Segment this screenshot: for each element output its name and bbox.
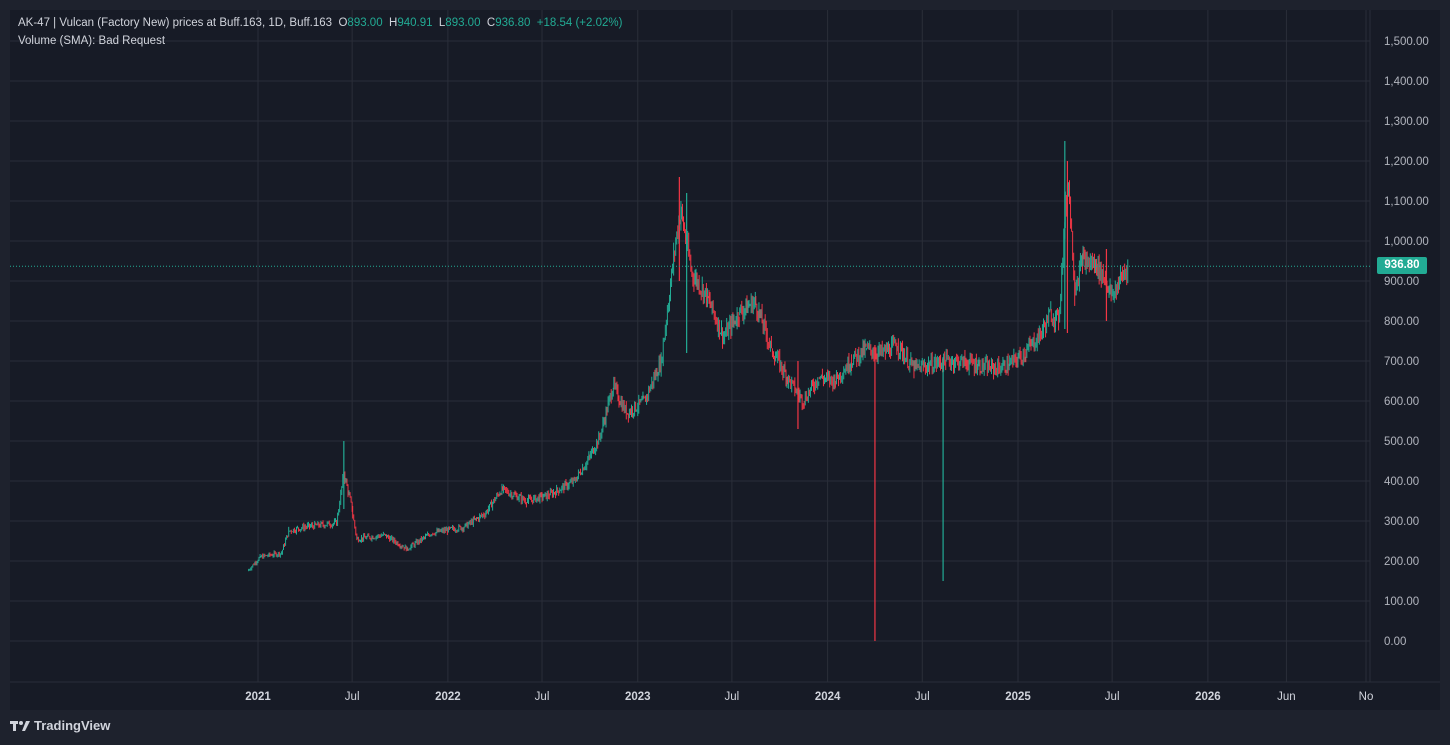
y-tick-label: 1,200.00: [1384, 156, 1429, 168]
x-tick-label: Jul: [535, 691, 550, 703]
current-price-tag: 936.80: [1377, 257, 1427, 275]
y-tick-label: 700.00: [1384, 356, 1419, 368]
legend-open-label: O: [338, 17, 348, 29]
x-tick-label: 2023: [625, 691, 651, 703]
y-tick-label: 300.00: [1384, 516, 1419, 528]
x-tick-label: Jul: [1105, 691, 1120, 703]
tradingview-brand[interactable]: TradingView: [10, 718, 110, 733]
legend-low: 893.00: [445, 17, 481, 29]
y-tick-label: 600.00: [1384, 396, 1419, 408]
y-tick-label: 1,300.00: [1384, 116, 1429, 128]
y-tick-label: 1,400.00: [1384, 76, 1429, 88]
y-tick-label: 1,500.00: [1384, 36, 1429, 48]
y-tick-label: 400.00: [1384, 476, 1419, 488]
legend-close-label: C: [486, 17, 496, 29]
x-tick-label: 2025: [1005, 691, 1031, 703]
x-tick-label: Jul: [725, 691, 740, 703]
tradingview-logo-icon: [10, 719, 30, 733]
y-tick-label: 100.00: [1384, 596, 1419, 608]
legend-change: +18.54 (+2.02%): [536, 17, 623, 29]
legend-close: 936.80: [495, 17, 531, 29]
x-tick-label: Jul: [915, 691, 930, 703]
x-tick-label: 2026: [1195, 691, 1221, 703]
x-tick-label: 2022: [435, 691, 461, 703]
y-tick-label: 0.00: [1384, 636, 1406, 648]
brand-label: TradingView: [34, 718, 111, 733]
chart-legend: AK-47 | Vulcan (Factory New) prices at B…: [18, 17, 622, 29]
x-tick-label: 2021: [245, 691, 271, 703]
legend-high-label: H: [389, 17, 398, 29]
y-tick-label: 1,100.00: [1384, 196, 1429, 208]
y-tick-label: 800.00: [1384, 316, 1419, 328]
x-tick-label: Jun: [1277, 691, 1296, 703]
price-chart[interactable]: 0.00 100.00 200.00 300.00 400.00 500.00 600.00…: [10, 10, 1440, 710]
legend-title: AK-47 | Vulcan (Factory New) prices at B…: [18, 17, 333, 29]
y-tick-label: 900.00: [1384, 276, 1419, 288]
y-tick-label: 500.00: [1384, 436, 1419, 448]
y-tick-label: 200.00: [1384, 556, 1419, 568]
x-tick-label: No: [1359, 691, 1374, 703]
legend-high: 940.91: [397, 17, 433, 29]
x-tick-label: 2024: [815, 691, 841, 703]
volume-indicator-legend[interactable]: Volume (SMA): Bad Request: [18, 35, 166, 47]
y-tick-label: 1,000.00: [1384, 236, 1429, 248]
legend-open: 893.00: [347, 17, 383, 29]
x-tick-label: Jul: [345, 691, 360, 703]
legend-low-label: L: [438, 17, 446, 29]
chart-frame[interactable]: 0.00 100.00 200.00 300.00 400.00 500.00 600.00…: [10, 10, 1440, 710]
